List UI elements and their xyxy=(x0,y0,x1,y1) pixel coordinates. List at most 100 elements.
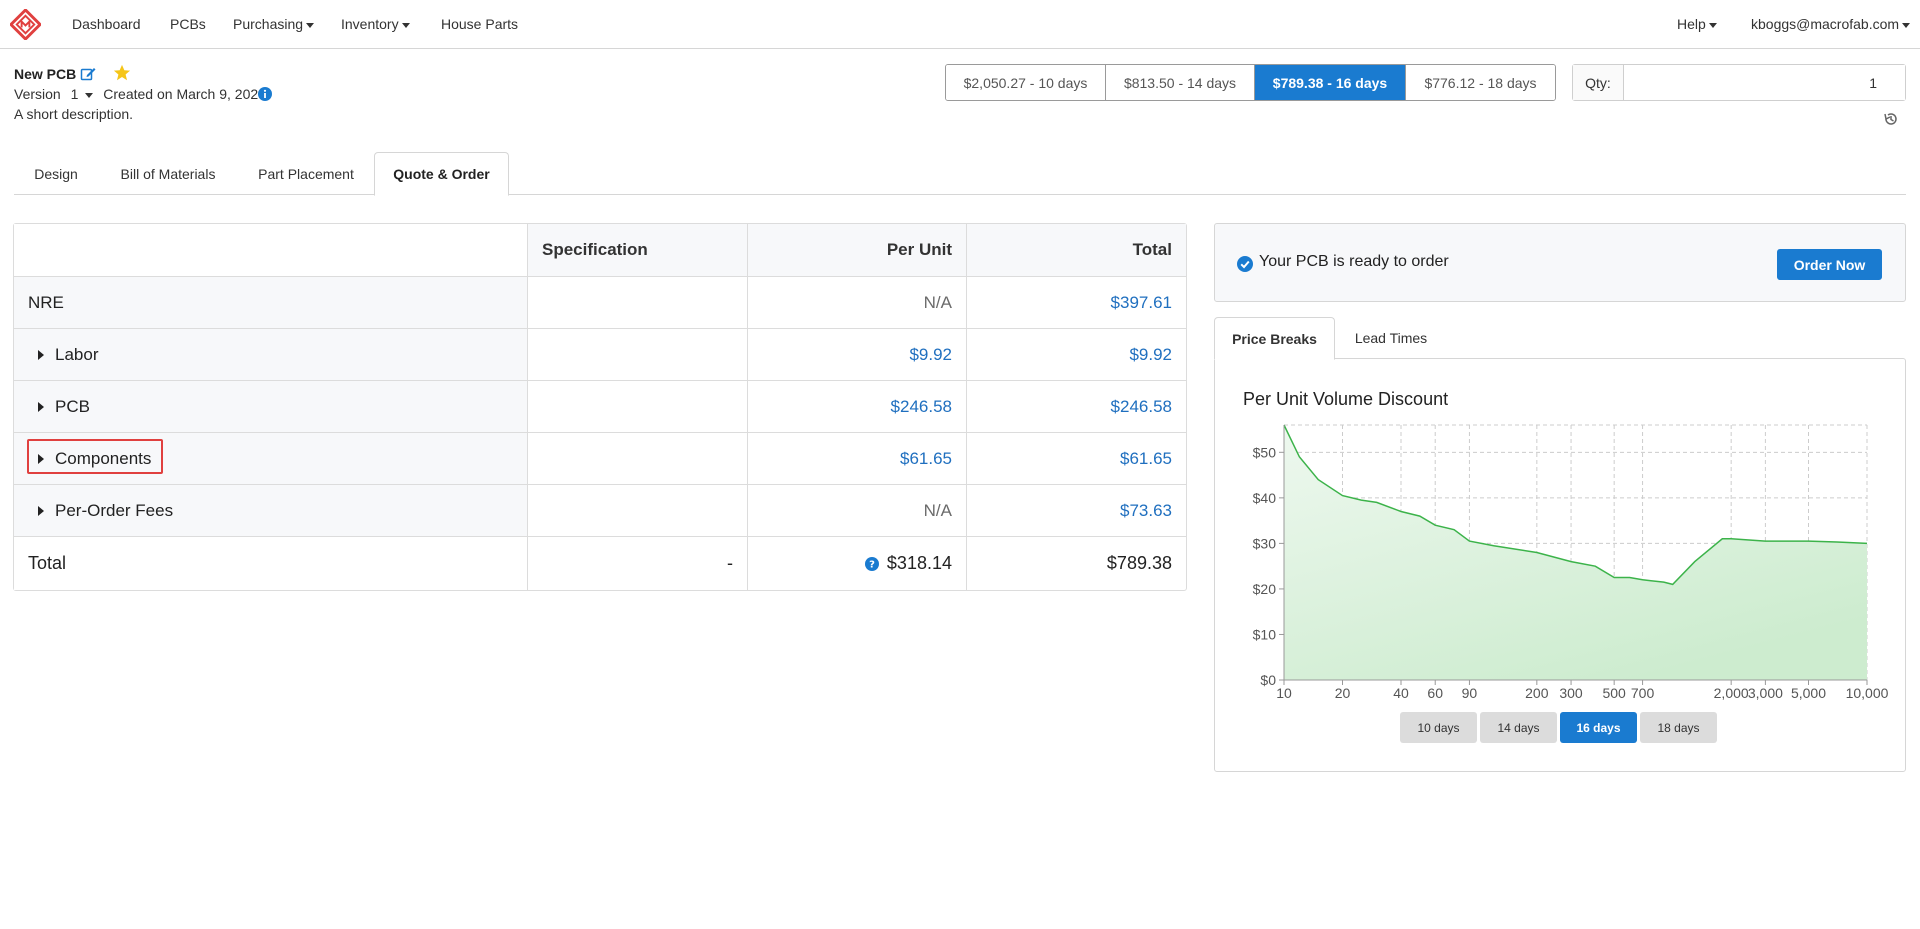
y-tick-label: $20 xyxy=(1253,581,1277,597)
expand-triangle-icon[interactable] xyxy=(38,349,44,360)
header-specification: Specification xyxy=(527,224,747,276)
row-total[interactable]: $246.58 xyxy=(966,381,1186,432)
expand-triangle-icon[interactable] xyxy=(38,505,44,516)
header-total: Total xyxy=(966,224,1186,276)
expand-triangle-icon[interactable] xyxy=(38,453,44,464)
volume-discount-chart: $0 $10 $20 $30 $40 $50 10 20 40 60 90 200 300 500 700 2… xyxy=(1253,424,1889,701)
price-option-group: $2,050.27 - 10 days $813.50 - 14 days $7… xyxy=(945,64,1556,101)
y-tick-label: $10 xyxy=(1253,626,1277,642)
help-question-icon[interactable]: ? xyxy=(864,556,879,571)
chart-title: Per Unit Volume Discount xyxy=(1243,389,1449,409)
row-specification xyxy=(527,277,747,328)
info-icon[interactable] xyxy=(258,87,272,101)
y-tick-label: $50 xyxy=(1253,444,1277,460)
nav-dashboard[interactable]: Dashboard xyxy=(72,16,141,32)
tab-quote-and-order[interactable]: Quote & Order xyxy=(374,152,509,196)
expand-triangle-icon[interactable] xyxy=(38,401,44,412)
table-row: PCB $246.58 $246.58 xyxy=(14,380,1186,432)
row-specification xyxy=(527,433,747,484)
total-label: Total xyxy=(14,537,527,590)
star-icon[interactable] xyxy=(113,64,131,82)
tab-part-placement[interactable]: Part Placement xyxy=(258,165,354,182)
x-tick-label: 10 xyxy=(1276,685,1292,701)
tab-bill-of-materials[interactable]: Bill of Materials xyxy=(120,165,216,182)
qty-input[interactable] xyxy=(1624,65,1905,100)
lead-time-14-days-button[interactable]: 14 days xyxy=(1480,712,1557,743)
tab-lead-times[interactable]: Lead Times xyxy=(1354,330,1428,346)
table-header-row: Specification Per Unit Total xyxy=(14,224,1186,276)
lead-time-10-days-button[interactable]: 10 days xyxy=(1400,712,1477,743)
price-area-fill xyxy=(1284,425,1867,680)
order-now-button[interactable]: Order Now xyxy=(1777,249,1882,280)
table-row: Components $61.65 $61.65 xyxy=(14,432,1186,484)
history-icon[interactable] xyxy=(1883,111,1899,127)
check-circle-icon xyxy=(1237,256,1253,272)
table-row: Per-Order Fees N/A $73.63 xyxy=(14,484,1186,536)
row-specification xyxy=(527,381,747,432)
header-blank xyxy=(14,224,527,276)
x-tick-label: 300 xyxy=(1559,685,1583,701)
lead-time-16-days-button[interactable]: 16 days xyxy=(1560,712,1637,743)
x-tick-label: 20 xyxy=(1335,685,1351,701)
row-label-components[interactable]: Components xyxy=(14,433,527,484)
row-per-unit[interactable]: $246.58 xyxy=(747,381,966,432)
price-option-16-days[interactable]: $789.38 - 16 days xyxy=(1255,65,1406,100)
lead-time-button-group: 10 days 14 days 16 days 18 days xyxy=(1400,712,1717,743)
price-option-10-days[interactable]: $2,050.27 - 10 days xyxy=(946,65,1106,100)
row-label-per-order-fees[interactable]: Per-Order Fees xyxy=(14,485,527,536)
x-tick-label: 40 xyxy=(1393,685,1409,701)
table-row: Labor $9.92 $9.92 xyxy=(14,328,1186,380)
nav-purchasing[interactable]: Purchasing xyxy=(233,16,315,32)
price-option-14-days[interactable]: $813.50 - 14 days xyxy=(1106,65,1255,100)
created-date: Created on March 9, 2023 xyxy=(103,86,266,102)
x-tick-label: 2,000 xyxy=(1714,685,1749,701)
row-label-pcb[interactable]: PCB xyxy=(14,381,527,432)
row-per-unit[interactable]: $9.92 xyxy=(747,329,966,380)
y-tick-label: $40 xyxy=(1253,490,1277,506)
total-specification: - xyxy=(527,537,747,590)
svg-text:?: ? xyxy=(869,559,875,570)
nav-house-parts[interactable]: House Parts xyxy=(441,16,519,32)
nav-inventory[interactable]: Inventory xyxy=(341,16,410,32)
price-series-line xyxy=(1283,424,1868,586)
nav-help[interactable]: Help xyxy=(1677,16,1717,32)
caret-down-icon xyxy=(1902,22,1911,28)
macrofab-logo-icon[interactable] xyxy=(10,9,41,40)
row-per-unit[interactable]: $61.65 xyxy=(747,433,966,484)
row-total[interactable]: $61.65 xyxy=(966,433,1186,484)
row-label-nre: NRE xyxy=(14,277,527,328)
caret-down-icon xyxy=(85,92,94,98)
tab-price-breaks[interactable]: Price Breaks xyxy=(1214,317,1335,360)
edit-icon[interactable] xyxy=(80,66,96,82)
price-option-18-days[interactable]: $776.12 - 18 days xyxy=(1406,65,1555,100)
y-tick-label: $0 xyxy=(1260,672,1276,688)
row-total[interactable]: $397.61 xyxy=(966,277,1186,328)
x-tick-label: 10,000 xyxy=(1846,685,1889,701)
quantity-field: Qty: xyxy=(1572,64,1906,101)
order-ready-text: Your PCB is ready to order xyxy=(1259,253,1449,270)
row-total[interactable]: $73.63 xyxy=(966,485,1186,536)
nav-pcbs[interactable]: PCBs xyxy=(170,16,206,32)
caret-down-icon xyxy=(1708,22,1717,28)
row-specification xyxy=(527,329,747,380)
price-break-chart-panel: Per Unit Volume Discount $0 $10 $20 $30 $40 $… xyxy=(1214,358,1906,772)
cost-breakdown-table: Specification Per Unit Total NRE N/A $39… xyxy=(13,223,1187,591)
x-tick-label: 500 xyxy=(1602,685,1626,701)
quote-detail-tabs: Price Breaks Lead Times xyxy=(1214,317,1906,360)
version-label: Version xyxy=(14,86,61,102)
tab-design[interactable]: Design xyxy=(34,165,78,182)
nav-user-menu[interactable]: kboggs@macrofab.com xyxy=(1751,16,1911,32)
row-total[interactable]: $9.92 xyxy=(966,329,1186,380)
version-select[interactable]: 1 xyxy=(71,86,94,102)
table-total-row: Total - ? $318.14 $789.38 xyxy=(14,536,1186,590)
total-per-unit: ? $318.14 xyxy=(747,537,966,590)
x-tick-label: 5,000 xyxy=(1791,685,1826,701)
row-label-labor[interactable]: Labor xyxy=(14,329,527,380)
qty-label: Qty: xyxy=(1573,65,1624,100)
lead-time-18-days-button[interactable]: 18 days xyxy=(1640,712,1717,743)
version-line: Version 1 Created on March 9, 2023 xyxy=(14,86,266,102)
header-per-unit: Per Unit xyxy=(747,224,966,276)
x-tick-label: 60 xyxy=(1427,685,1443,701)
y-tick-label: $30 xyxy=(1253,535,1277,551)
table-row: NRE N/A $397.61 xyxy=(14,276,1186,328)
